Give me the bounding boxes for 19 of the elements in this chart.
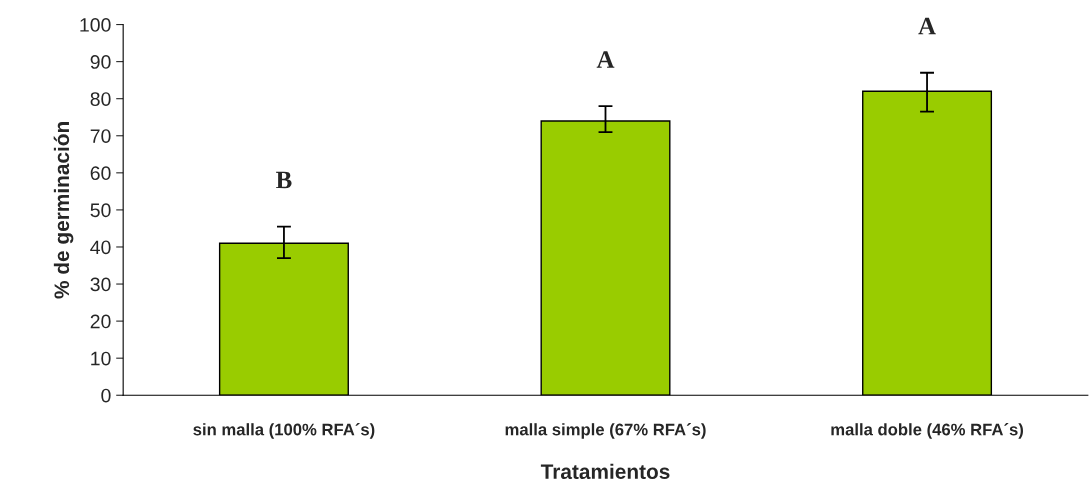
x-axis-title: Tratamientos [540,463,670,480]
x-tick-label: sin malla (100% RFA´s) [193,423,375,439]
y-tick-label: 90 [90,55,111,69]
annotation: B [276,171,292,189]
y-axis-title: % de germinación [53,122,74,299]
y-tick-label: 40 [90,240,111,255]
y-tick-label: 80 [90,92,111,106]
y-tick-label: 0 [101,388,111,403]
y-tick-label: 100 [80,18,111,32]
y-tick-label: 60 [90,166,111,181]
x-tick-label: malla doble (46% RFA´s) [831,423,1023,439]
y-tick-label: 70 [90,129,111,143]
y-tick-label: 50 [90,203,111,218]
y-tick-label: 20 [90,314,111,329]
annotation: A [918,17,936,35]
y-tick-label: 10 [91,351,111,366]
annotation: A [596,51,615,68]
x-tick-label: malla simple (67% RFA´s) [505,423,706,439]
y-tick-label: 30 [90,277,111,292]
